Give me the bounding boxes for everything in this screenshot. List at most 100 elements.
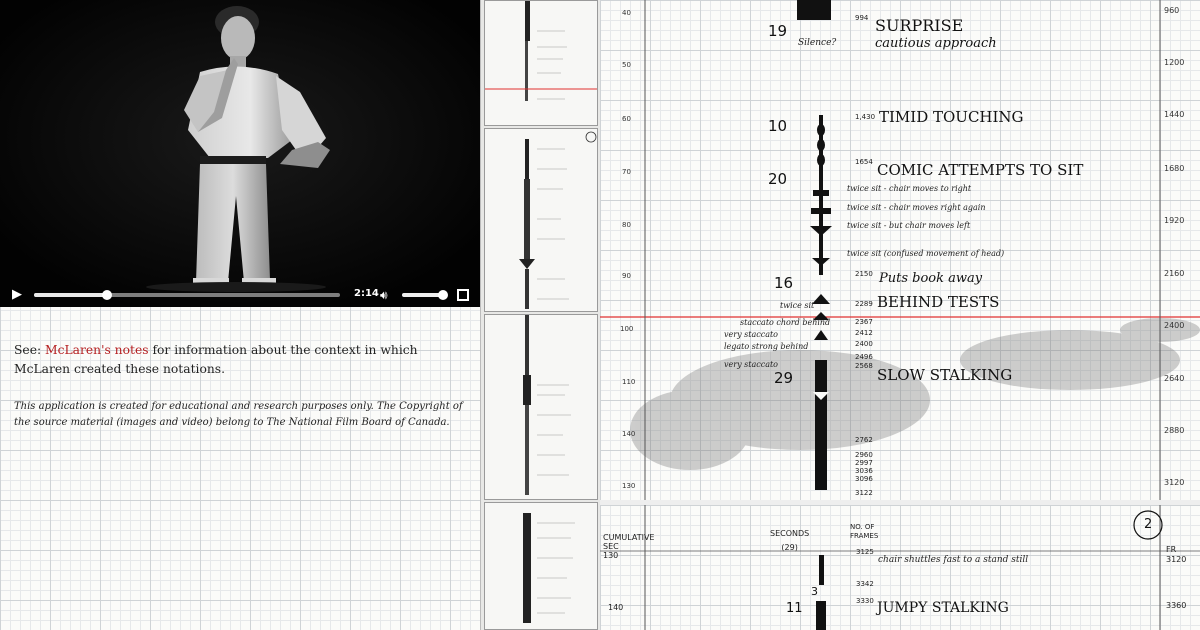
- progress-bar[interactable]: [34, 290, 340, 300]
- frame-mark: 3330: [856, 597, 874, 605]
- progress-fill: [34, 293, 108, 297]
- seconds-mark: 11: [786, 601, 803, 616]
- annotation: Silence?: [798, 38, 837, 48]
- dancer-figure: [146, 6, 330, 292]
- frame-label: 1920: [1164, 216, 1185, 225]
- sec-label: 90: [622, 272, 631, 280]
- section-subtitle: cautious approach: [875, 36, 997, 51]
- frame-mark: 2400: [855, 340, 873, 348]
- frame-label: 1200: [1164, 58, 1185, 67]
- sec-label: 110: [622, 378, 636, 386]
- thumbnail-3-image: [523, 315, 571, 495]
- frame-label: 1440: [1164, 110, 1185, 119]
- section-title: COMIC ATTEMPTS TO SIT: [877, 161, 1084, 179]
- annotation: twice sit - chair moves to right: [847, 184, 972, 193]
- volume-icon[interactable]: 🔊︎: [380, 288, 388, 302]
- video-controls: ▶ 2:14 🔊︎: [0, 283, 480, 307]
- volume-handle[interactable]: [438, 290, 448, 300]
- frame-mark: 2997: [855, 459, 873, 467]
- header-text: SECONDS: [770, 529, 810, 538]
- notation-stem: [810, 115, 832, 490]
- sec-label: 140: [608, 603, 624, 612]
- sec-label: 140: [622, 430, 636, 438]
- header-text: FRAMES: [850, 532, 879, 540]
- frame-mark: 2412: [855, 329, 873, 337]
- page-number-circle: [1133, 510, 1163, 540]
- left-panel: ▶ 2:14 🔊︎ See: McLaren's notes for infor…: [0, 0, 480, 630]
- seconds-header: SECONDS (29): [770, 527, 809, 555]
- paper-smudges: [630, 318, 1200, 470]
- progress-handle[interactable]: [102, 290, 113, 300]
- frame-mark: 1,430: [855, 113, 876, 121]
- cumulative-header: CUMULATIVE SEC 130: [603, 533, 654, 560]
- score-sheet-2-drawing: [600, 505, 1200, 630]
- volume-slider[interactable]: [402, 290, 448, 300]
- page-thumbnails: [480, 0, 600, 630]
- annotation: very staccato: [724, 330, 778, 339]
- mclaren-notes-link[interactable]: McLaren's notes: [45, 343, 149, 357]
- seconds-mark: 19: [768, 22, 788, 40]
- thumbnail-4-image: [523, 513, 575, 623]
- video-player[interactable]: ▶ 2:14 🔊︎: [0, 0, 480, 307]
- score-sheet-1: 40 50 60 70 80 90 100 110 140 130 960 12…: [600, 0, 1200, 500]
- time-display: 2:14: [354, 288, 379, 299]
- score-annotations: Silence? twice sit - chair moves to righ…: [600, 0, 1160, 500]
- score-right-labels: 960 1200 1440 1680 1920 2160 2400 2640 2…: [1164, 0, 1198, 500]
- frame-mark: 2289: [855, 300, 873, 308]
- fullscreen-icon[interactable]: [457, 289, 469, 301]
- copyright-disclaimer: This application is created for educatio…: [14, 401, 463, 428]
- thumbnail-page-4[interactable]: [484, 502, 598, 630]
- notes-reference: See: McLaren's notes for information abo…: [14, 341, 466, 379]
- score-sheet-2: CUMULATIVE SEC 130 140 SECONDS (29) NO. …: [600, 505, 1200, 630]
- thumbnail-2-image: [519, 131, 597, 309]
- thumbnail-page-1[interactable]: [484, 0, 598, 126]
- frame-label: 2160: [1164, 269, 1185, 278]
- thumbnail-page-3[interactable]: [484, 314, 598, 500]
- score-frame-marks: 994 1,430 1654 2150 2289 2367 2412 2400 …: [855, 0, 877, 500]
- frame-mark: 3096: [855, 475, 873, 483]
- header-text: 130: [603, 551, 619, 560]
- section-title: SURPRISE: [875, 16, 964, 35]
- frame-mark: 3342: [856, 580, 874, 588]
- frame-mark: 2150: [855, 270, 873, 278]
- seconds-mark: 3: [811, 585, 818, 598]
- section-title: JUMPY STALKING: [877, 600, 1009, 616]
- frame-label: 3120: [1166, 555, 1187, 564]
- see-prefix: See:: [14, 343, 46, 357]
- sec-label: 70: [622, 168, 631, 176]
- frame-mark: 3122: [855, 489, 873, 497]
- frame-label: 1680: [1164, 164, 1185, 173]
- section-title: TIMID TOUCHING: [879, 108, 1024, 126]
- annotation: staccato chord behind: [740, 318, 831, 327]
- score-seconds: 19 10 20 16 29: [768, 0, 796, 500]
- frames-header: NO. OF FRAMES: [850, 523, 878, 541]
- sec-label: 40: [622, 9, 631, 17]
- score-section-titles: SURPRISE cautious approach TIMID TOUCHIN…: [875, 0, 1160, 500]
- annotation: very staccato: [724, 360, 778, 369]
- sec-label: 50: [622, 61, 631, 69]
- play-icon[interactable]: ▶: [12, 287, 22, 302]
- annotation: chair shuttles fast to a stand still: [878, 555, 1029, 565]
- frame-mark: 994: [855, 14, 869, 22]
- frame-label: 2880: [1164, 426, 1185, 435]
- header-text: NO. OF: [850, 523, 875, 531]
- frame-label: 3120: [1164, 478, 1185, 487]
- frame-label: 2400: [1164, 321, 1185, 330]
- page-number: 2: [1144, 517, 1153, 532]
- annotation: legato strong behind: [724, 342, 809, 351]
- seconds-mark: 16: [774, 274, 794, 292]
- frame-mark: 1654: [855, 158, 873, 166]
- sec-label: 100: [620, 325, 634, 333]
- frame-label: 3360: [1166, 601, 1187, 610]
- section-subtitle: Puts book away: [879, 271, 983, 286]
- info-section: See: McLaren's notes for information abo…: [0, 307, 480, 630]
- score-viewer[interactable]: 40 50 60 70 80 90 100 110 140 130 960 12…: [600, 0, 1200, 630]
- score-left-labels: 40 50 60 70 80 90 100 110 140 130: [620, 0, 642, 500]
- section-title: SLOW STALKING: [877, 366, 1013, 384]
- thumbnail-page-2[interactable]: [484, 128, 598, 312]
- seconds-mark: 10: [768, 117, 788, 135]
- frame-mark: 2568: [855, 362, 873, 370]
- seconds-mark: 20: [768, 170, 788, 188]
- header-text: CUMULATIVE: [603, 533, 655, 542]
- annotation: twice sit - but chair moves left: [847, 221, 971, 230]
